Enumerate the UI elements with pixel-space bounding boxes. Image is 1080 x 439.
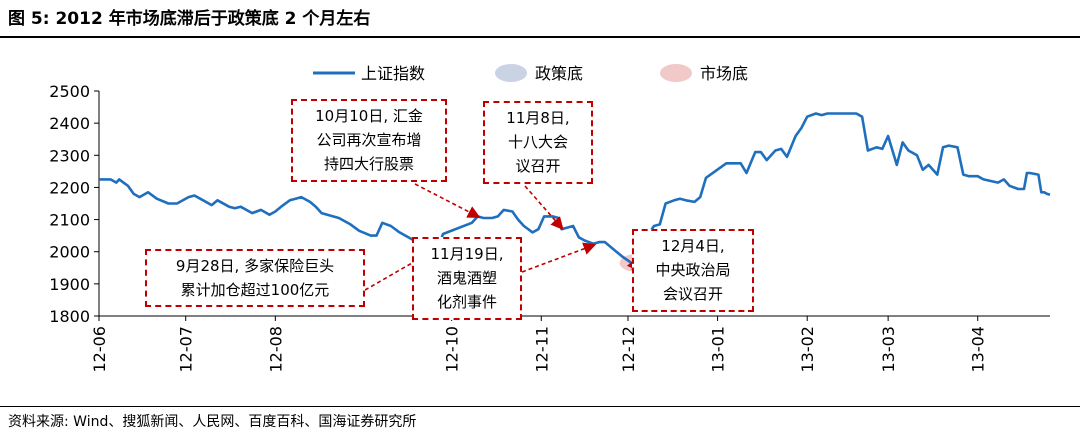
source-rule (0, 406, 1080, 407)
annotation-insurers: 9月28日, 多家保险巨头 累计加仓超过100亿元 (145, 249, 365, 307)
y-tick-label: 2100 (49, 211, 90, 230)
x-tick-label: 12-11 (532, 326, 551, 373)
y-tick-label: 2200 (49, 178, 90, 197)
x-tick-label: 13-03 (879, 326, 898, 373)
annotation-arrow (414, 183, 481, 218)
x-tick-label: 12-06 (90, 326, 109, 373)
x-tick-label: 13-01 (709, 326, 728, 373)
figure-title: 图 5: 2012 年市场底滞后于政策底 2 个月左右 (8, 9, 371, 29)
annotation-arrow (524, 185, 564, 231)
annotation-jiuguijiu: 11月19日, 酒鬼酒塑 化剂事件 (412, 237, 522, 320)
y-axis: 1800 1900 2000 2100 2200 2300 2400 2500 (49, 82, 100, 326)
y-tick-label: 1800 (49, 307, 90, 326)
x-tick-label: 12-10 (443, 326, 462, 373)
x-tick-label: 13-02 (798, 326, 817, 373)
x-tick-label: 13-04 (969, 326, 988, 373)
source-note: 资料来源: Wind、搜狐新闻、人民网、百度百科、国海证券研究所 (8, 414, 417, 430)
annotation-huijin: 10月10日, 汇金 公司再次宣布增 持四大行股票 (291, 99, 447, 182)
annotation-18th-congress: 11月8日, 十八大会 议召开 (483, 101, 593, 184)
legend-label: 上证指数 (361, 64, 425, 83)
annotation-arrow (364, 243, 446, 291)
annotation-politburo: 12月4日, 中央政治局 会议召开 (632, 229, 754, 312)
y-tick-label: 1900 (49, 275, 90, 294)
x-tick-label: 12-07 (177, 326, 196, 373)
title-rule (0, 36, 1080, 38)
y-tick-label: 2000 (49, 243, 90, 262)
annotation-arrow (521, 242, 597, 273)
x-tick-label: 12-08 (266, 326, 285, 373)
y-tick-label: 2500 (49, 82, 90, 101)
y-tick-label: 2300 (49, 146, 90, 165)
legend-marker-ellipse (495, 64, 527, 82)
x-axis: 12-06 12-07 12-08 12-10 12-11 12-12 13-01 13-02… (90, 315, 1050, 373)
y-tick-label: 2400 (49, 114, 90, 133)
legend-label: 市场底 (700, 64, 748, 83)
legend: 上证指数 政策底 市场底 (313, 64, 748, 83)
legend-label: 政策底 (535, 64, 583, 83)
x-tick-label: 12-12 (619, 326, 638, 373)
legend-marker-ellipse (660, 64, 692, 82)
